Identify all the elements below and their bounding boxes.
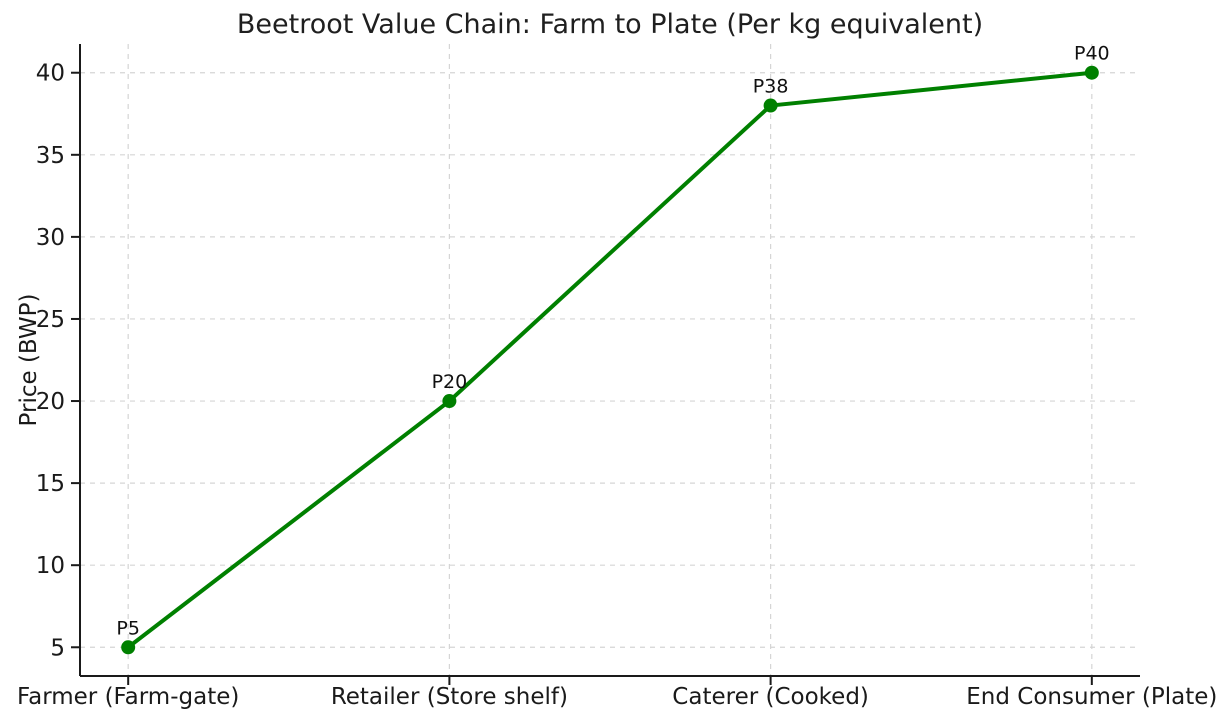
point-label: P38	[753, 76, 789, 98]
data-point-marker	[763, 98, 778, 113]
point-annotations: P5 P20 P38 P40	[116, 43, 1109, 640]
point-label: P20	[432, 371, 468, 393]
y-tick-label: 15	[36, 471, 65, 497]
x-tick-label: End Consumer (Plate)	[966, 684, 1217, 710]
data-point-marker	[121, 640, 136, 655]
y-tick-label: 10	[36, 553, 65, 579]
price-line	[126, 70, 1094, 650]
x-tick-label: Caterer (Cooked)	[672, 684, 869, 710]
x-tick-label: Farmer (Farm-gate)	[17, 684, 239, 710]
y-tick-label: 40	[36, 61, 65, 87]
data-series	[121, 65, 1099, 655]
gridlines	[80, 44, 1140, 676]
point-label: P40	[1074, 43, 1110, 65]
y-tick-label: 30	[36, 225, 65, 251]
y-tick-label: 5	[50, 635, 65, 661]
y-tick-label: 35	[36, 143, 65, 169]
chart-title: Beetroot Value Chain: Farm to Plate (Per…	[237, 9, 983, 40]
x-tick-label: Retailer (Store shelf)	[331, 684, 568, 710]
axes-spines-ticks	[71, 44, 1140, 685]
y-tick-label: 25	[36, 307, 65, 333]
y-tick-label: 20	[36, 389, 65, 415]
y-axis-label: Price (BWP)	[16, 294, 42, 427]
data-point-marker	[442, 394, 457, 409]
data-point-marker	[1084, 65, 1099, 80]
point-label: P5	[116, 617, 140, 639]
tick-labels: 5 10 15 20 25 30 35 40 Farmer (Farm-gate) Retaile…	[17, 61, 1217, 710]
